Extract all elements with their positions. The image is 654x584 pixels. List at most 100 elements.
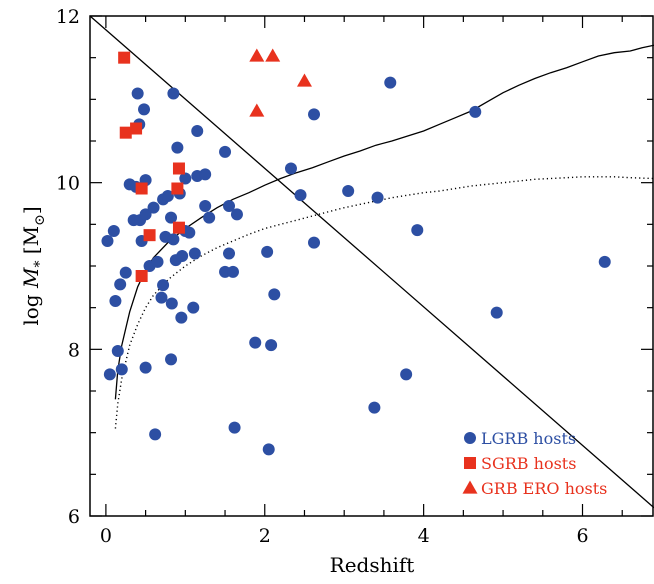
- data-point-circle: [187, 301, 200, 314]
- data-point-circle: [284, 162, 297, 175]
- y-title-unit-sub: ⊙: [32, 214, 48, 226]
- data-point-circle: [371, 191, 384, 204]
- points-layer: [101, 48, 611, 456]
- data-point-circle: [151, 255, 164, 268]
- data-point-circle: [400, 368, 413, 381]
- data-point-circle: [155, 291, 168, 304]
- data-point-circle: [203, 211, 216, 224]
- data-point-circle: [107, 225, 120, 237]
- data-point-circle: [119, 266, 132, 279]
- data-point-circle: [223, 247, 236, 260]
- data-point-circle: [230, 208, 243, 221]
- data-point-circle: [175, 311, 188, 324]
- data-point-circle: [226, 265, 239, 278]
- legend-label: LGRB hosts: [481, 429, 576, 448]
- line-dotted-2: [114, 176, 654, 429]
- data-point-square: [130, 122, 143, 135]
- data-point-circle: [165, 211, 178, 224]
- y-title-subscript: *: [32, 261, 48, 268]
- legend-marker-circle: [464, 432, 476, 444]
- data-point-circle: [165, 297, 178, 310]
- data-point-triangle: [249, 48, 265, 62]
- data-point-circle: [228, 421, 241, 434]
- data-point-square: [135, 182, 148, 195]
- data-point-circle: [294, 189, 307, 202]
- data-point-circle: [261, 245, 274, 258]
- data-point-circle: [342, 185, 355, 197]
- data-point-circle: [139, 361, 152, 374]
- data-point-circle: [111, 345, 124, 357]
- data-point-triangle: [265, 48, 281, 62]
- data-point-circle: [199, 168, 212, 181]
- y-title-unit-open: [M: [19, 226, 43, 261]
- data-point-circle: [167, 233, 180, 246]
- data-point-circle: [308, 236, 321, 249]
- lines-layer: [89, 15, 654, 509]
- y-title-symbol: M: [19, 267, 43, 289]
- data-point-circle: [490, 306, 503, 319]
- data-point-circle: [147, 201, 160, 214]
- data-point-square: [171, 182, 184, 195]
- line-solid-1: [114, 44, 654, 400]
- y-title-prefix: log: [19, 288, 43, 326]
- y-tick-label: 6: [68, 506, 80, 528]
- data-point-circle: [308, 108, 321, 121]
- data-point-circle: [368, 401, 381, 414]
- data-point-square: [143, 229, 156, 242]
- data-point-circle: [384, 76, 397, 89]
- data-point-triangle: [296, 73, 312, 87]
- data-point-square: [172, 221, 185, 234]
- data-point-circle: [101, 235, 114, 247]
- y-tick-label: 12: [56, 6, 80, 28]
- data-point-circle: [179, 172, 192, 185]
- data-point-circle: [223, 200, 236, 212]
- data-point-circle: [131, 87, 144, 100]
- data-point-circle: [115, 363, 128, 376]
- data-point-circle: [109, 295, 122, 307]
- x-tick-label: 0: [100, 525, 112, 547]
- x-axis-title: Redshift: [330, 553, 415, 577]
- x-tick-label: 2: [259, 525, 271, 547]
- data-point-circle: [176, 250, 189, 262]
- data-point-circle: [188, 247, 201, 260]
- y-title-unit-close: ]: [19, 206, 43, 214]
- legend-marker-square: [464, 457, 476, 469]
- data-point-circle: [219, 145, 232, 158]
- x-tick-label: 4: [418, 525, 430, 547]
- data-point-triangle: [249, 103, 265, 117]
- data-point-circle: [167, 87, 180, 100]
- y-tick-label: 10: [56, 173, 80, 195]
- data-point-circle: [114, 278, 127, 291]
- ticks-layer: 0 2 4 6 6 8 10 12: [56, 6, 653, 547]
- data-point-circle: [103, 368, 116, 381]
- data-point-square: [172, 162, 185, 175]
- line-solid-0: [89, 15, 654, 509]
- data-point-circle: [268, 288, 281, 301]
- data-point-circle: [171, 141, 184, 154]
- data-point-square: [119, 126, 132, 139]
- data-point-circle: [183, 226, 196, 239]
- data-point-circle: [161, 190, 174, 202]
- data-point-circle: [598, 255, 611, 268]
- y-axis-title: log M* [M⊙]: [19, 206, 48, 325]
- data-point-circle: [469, 105, 482, 118]
- data-point-circle: [157, 279, 170, 292]
- y-tick-label: 8: [68, 339, 80, 361]
- data-point-circle: [149, 428, 162, 441]
- legend-label: SGRB hosts: [481, 454, 576, 473]
- data-point-circle: [265, 339, 278, 352]
- data-point-circle: [138, 103, 151, 116]
- data-point-circle: [411, 224, 424, 237]
- data-point-circle: [165, 353, 178, 366]
- data-point-circle: [191, 125, 204, 137]
- legend-marker-triangle: [462, 480, 478, 494]
- data-point-square: [135, 270, 148, 282]
- data-point-square: [118, 51, 131, 64]
- data-point-circle: [199, 200, 212, 212]
- legend: LGRB hosts SGRB hosts GRB ERO hosts: [462, 429, 607, 498]
- data-point-circle: [249, 336, 262, 349]
- x-tick-label: 6: [576, 525, 588, 547]
- data-point-circle: [139, 208, 152, 221]
